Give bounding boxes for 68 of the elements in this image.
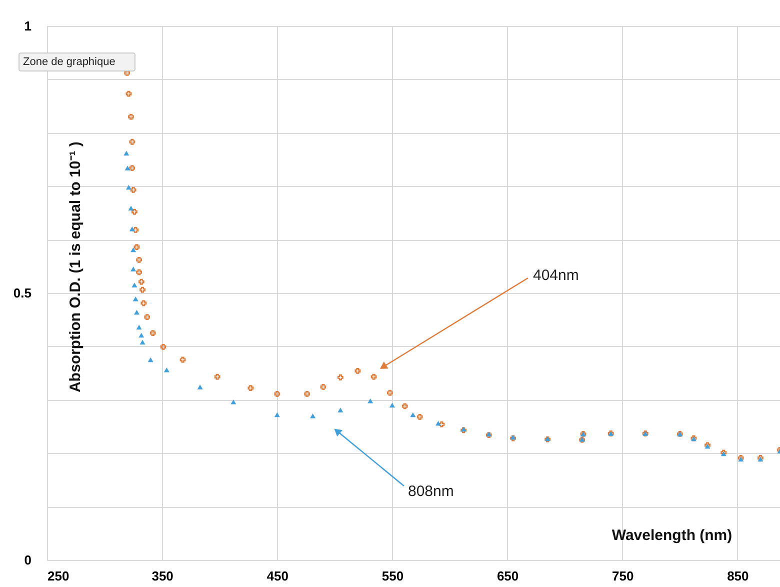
x-tick-label: 250 xyxy=(48,568,70,584)
point xyxy=(124,150,130,156)
point xyxy=(197,384,203,390)
point xyxy=(126,184,132,190)
point xyxy=(129,138,136,145)
point xyxy=(320,384,326,390)
x-tick-label: 450 xyxy=(266,568,288,584)
point xyxy=(164,368,170,372)
point xyxy=(138,332,144,338)
point xyxy=(304,390,310,397)
point xyxy=(386,390,393,396)
point xyxy=(310,413,316,418)
annotation: 404nm xyxy=(533,267,579,284)
point xyxy=(140,286,146,293)
point xyxy=(140,340,146,344)
x-tick-label: 850 xyxy=(727,568,749,584)
point xyxy=(129,165,136,171)
point xyxy=(410,412,416,418)
point xyxy=(132,227,139,233)
x-axis-title: Wavelength (nm) xyxy=(612,527,732,544)
point xyxy=(128,114,134,120)
point xyxy=(438,421,445,428)
y-tick-label: 0 xyxy=(24,552,32,568)
point xyxy=(370,374,377,380)
point xyxy=(130,247,136,252)
point xyxy=(248,385,254,391)
point xyxy=(134,310,140,315)
point xyxy=(138,278,144,285)
point xyxy=(144,314,150,320)
point xyxy=(130,186,136,193)
point xyxy=(214,374,220,380)
point xyxy=(368,398,374,404)
point xyxy=(128,206,134,210)
point xyxy=(436,420,441,426)
point xyxy=(126,90,132,97)
point xyxy=(140,300,147,306)
y-axis-title: Absorption O.D. (1 is equal to 10⁻¹ ) xyxy=(67,142,84,392)
point xyxy=(124,166,130,170)
annotation: 808nm xyxy=(408,483,454,500)
point xyxy=(134,244,140,250)
x-tick-label: 650 xyxy=(496,568,519,584)
point xyxy=(354,368,361,374)
point xyxy=(337,374,344,380)
point xyxy=(274,390,280,397)
y-tick-label: 1 xyxy=(24,18,32,34)
point xyxy=(338,408,344,412)
point xyxy=(416,414,423,420)
point xyxy=(132,208,138,215)
point xyxy=(136,324,142,330)
point xyxy=(130,266,136,272)
point xyxy=(180,356,186,363)
point xyxy=(230,400,236,404)
point xyxy=(402,403,408,410)
point xyxy=(389,402,395,408)
point xyxy=(136,256,142,263)
point xyxy=(274,412,280,418)
x-tick-label: 750 xyxy=(612,568,634,584)
point xyxy=(132,282,138,288)
point xyxy=(160,344,166,350)
point xyxy=(148,357,154,362)
point xyxy=(132,296,138,302)
point xyxy=(150,330,156,336)
y-tick-label: 0.5 xyxy=(13,286,32,300)
point xyxy=(136,269,142,276)
point xyxy=(129,226,135,232)
annotation: Zone de graphique xyxy=(23,56,116,68)
x-tick-label: 350 xyxy=(152,568,174,584)
x-tick-label: 550 xyxy=(382,568,404,584)
